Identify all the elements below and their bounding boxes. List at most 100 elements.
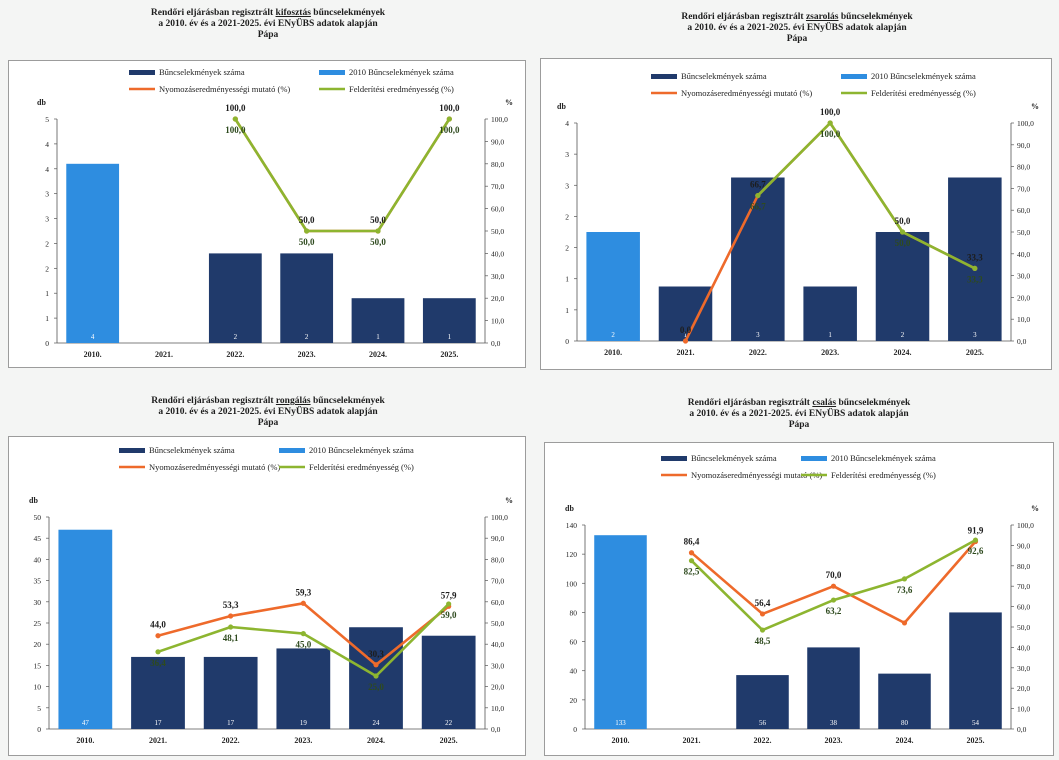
x-tick-label: 2022. <box>226 350 244 359</box>
y2-tick-label: 90,0 <box>1017 141 1030 150</box>
legend-swatch-bar <box>661 456 687 461</box>
chart-svg: Bűncselekmények száma 2010 Bűncselekménye… <box>557 71 1039 357</box>
chart-svg: Bűncselekmények száma 2010 Bűncselekménye… <box>37 67 513 359</box>
bar-value-label: 4 <box>91 333 95 341</box>
series-nyom-line-point <box>682 338 689 344</box>
y-tick-label: 40 <box>570 667 578 676</box>
series-feld-line <box>234 118 451 233</box>
bar-value-label: 80 <box>901 719 909 727</box>
y2-tick-label: 0,0 <box>1017 337 1027 346</box>
y2-tick-label: 30,0 <box>491 272 504 281</box>
bar-value-label: 1 <box>448 333 452 341</box>
x-tick-label: 2025. <box>967 736 985 745</box>
y2-tick-label: 80,0 <box>491 555 504 564</box>
y2-tick-label: 100,0 <box>491 513 508 522</box>
y-tick-label: 140 <box>566 521 578 530</box>
bar-value-label: 17 <box>155 719 163 727</box>
bar-value-label: 3 <box>756 331 760 339</box>
feld-value-label: 25,0 <box>368 682 384 692</box>
y-tick-label: 0 <box>573 725 577 734</box>
y-tick-label: 1 <box>565 306 569 315</box>
y-tick-label: 4 <box>565 119 569 128</box>
legend-label-bar2010: 2010 Bűncselekmények száma <box>871 71 976 81</box>
legend-label-feld: Felderítési eredményesség (%) <box>831 470 936 480</box>
y2-tick-label: 40,0 <box>491 249 504 258</box>
chart-svg: Bűncselekmények száma 2010 Bűncselekménye… <box>565 453 1039 745</box>
y-axis-unit: db <box>565 504 574 513</box>
y2-tick-label: 30,0 <box>491 661 504 670</box>
series-feld-line-point <box>232 116 238 122</box>
feld-value-label: 100,0 <box>225 125 246 135</box>
y-tick-label: 50 <box>34 513 42 522</box>
nyom-value-label: 44,0 <box>150 620 166 630</box>
y2-tick-label: 90,0 <box>491 534 504 543</box>
legend-label-bar2010: 2010 Bűncselekmények száma <box>309 445 414 455</box>
y-tick-label: 2 <box>45 239 49 248</box>
nyom-value-label: 57,9 <box>441 590 457 600</box>
y-tick-label: 10 <box>34 683 42 692</box>
legend-swatch-bar2010 <box>841 74 867 79</box>
bar <box>276 648 331 729</box>
series-feld-line-point <box>827 120 833 126</box>
legend-swatch-bar2010 <box>319 70 345 75</box>
bar-value-label: 1 <box>376 333 380 341</box>
series-feld-line-point <box>446 601 452 607</box>
bar <box>131 656 185 729</box>
y2-tick-label: 100,0 <box>1017 119 1034 128</box>
feld-value-label: 92,6 <box>968 546 984 556</box>
x-tick-label: 2025. <box>966 348 984 357</box>
feld-value-label: 66,7 <box>750 202 766 212</box>
x-tick-label: 2010. <box>76 736 94 745</box>
x-tick-label: 2023. <box>821 348 839 357</box>
nyom-value-label: 0,0 <box>680 325 692 335</box>
y2-tick-label: 10,0 <box>491 317 504 326</box>
y2-tick-label: 60,0 <box>491 205 504 214</box>
y2-tick-label: 40,0 <box>1017 250 1030 259</box>
y-tick-label: 20 <box>34 640 42 649</box>
series-feld-line-point <box>901 576 908 582</box>
feld-value-label: 48,1 <box>223 633 239 643</box>
y-axis-unit: db <box>29 496 38 505</box>
bar <box>949 612 1002 729</box>
bar-value-label: 17 <box>227 719 235 727</box>
bar-value-label: 2 <box>305 333 309 341</box>
legend-swatch-bar <box>651 74 677 79</box>
bar <box>203 656 258 729</box>
chart-title: Rendőri eljárásban regisztrált kifosztás… <box>150 8 386 40</box>
bar-value-label: 1 <box>828 331 832 339</box>
y2-tick-label: 70,0 <box>1017 582 1030 591</box>
series-feld-line-point <box>300 631 306 637</box>
bar <box>422 298 476 343</box>
y2-tick-label: 100,0 <box>491 115 508 124</box>
series-nyom-line-point <box>759 611 766 617</box>
y2-tick-label: 60,0 <box>1017 603 1030 612</box>
bar-value-label: 2 <box>611 331 615 339</box>
feld-value-label: 50,0 <box>895 238 911 248</box>
feld-value-label: 48,5 <box>755 636 771 646</box>
x-tick-label: 2024. <box>894 348 912 357</box>
legend-label-feld: Felderítési eredményesség (%) <box>309 462 414 472</box>
y2-tick-label: 10,0 <box>1017 315 1030 324</box>
y2-tick-label: 30,0 <box>1017 272 1030 281</box>
x-tick-label: 2021. <box>149 736 167 745</box>
y2-tick-label: 60,0 <box>1017 206 1030 215</box>
series-feld-line-point <box>304 228 310 234</box>
x-tick-label: 2023. <box>294 736 312 745</box>
y-tick-label: 3 <box>565 181 569 190</box>
nyom-value-label: 59,3 <box>295 587 311 597</box>
chart-panel-kifosztas: Rendőri eljárásban regisztrált kifosztás… <box>8 8 528 368</box>
nyom-value-label: 66,7 <box>750 180 766 190</box>
nyom-value-label: 50,0 <box>370 215 386 225</box>
bar <box>658 286 713 341</box>
legend-label-nyom: Nyomozáseredményességi mutató (%) <box>149 462 280 472</box>
bar-value-label: 38 <box>830 719 838 727</box>
x-tick-label: 2022. <box>754 736 772 745</box>
y2-tick-label: 0,0 <box>491 339 501 348</box>
y-tick-label: 25 <box>34 619 42 628</box>
series-feld-line-point <box>688 558 695 564</box>
y-tick-label: 2 <box>565 212 569 221</box>
y2-tick-label: 80,0 <box>1017 163 1030 172</box>
x-tick-label: 2010. <box>612 736 630 745</box>
legend-label-feld: Felderítési eredményesség (%) <box>871 88 976 98</box>
chart-title: Rendőri eljárásban regisztrált csalás bű… <box>687 398 911 430</box>
